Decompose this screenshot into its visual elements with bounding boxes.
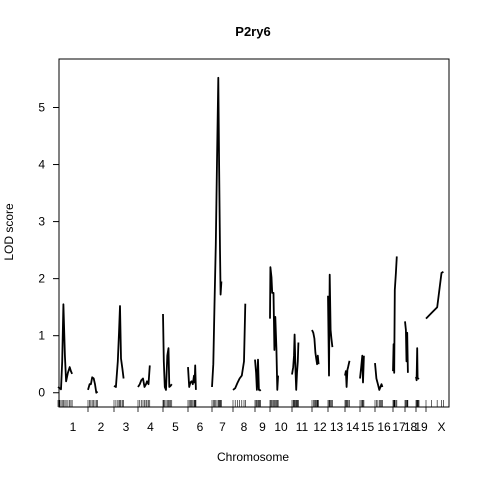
lod-line-chr-6 bbox=[187, 364, 197, 390]
y-axis: 0 1 2 3 4 5 bbox=[38, 100, 59, 400]
lod-line-chr-13 bbox=[327, 273, 334, 377]
lod-line-chr-15 bbox=[359, 354, 365, 384]
lod-line-chr-8 bbox=[232, 303, 247, 391]
x-tick-label: 1 bbox=[70, 420, 77, 434]
x-tick-label: 12 bbox=[313, 420, 327, 434]
x-tick-label: 16 bbox=[377, 420, 391, 434]
lod-line-chr-9 bbox=[254, 358, 262, 392]
lod-line-chr-5 bbox=[162, 313, 173, 391]
x-tick-label: 19 bbox=[414, 420, 428, 434]
x-tick-label: 3 bbox=[123, 420, 130, 434]
plot-border bbox=[58, 58, 450, 408]
lod-line-chr-11 bbox=[291, 333, 300, 391]
lod-line-chr-17 bbox=[392, 256, 398, 374]
lod-line-chr-19 bbox=[415, 347, 420, 382]
y-tick-label: 2 bbox=[38, 272, 45, 286]
lod-line-chr-4 bbox=[137, 365, 151, 388]
x-tick-label: 6 bbox=[197, 420, 204, 434]
chart-title: P2ry6 bbox=[235, 24, 270, 39]
plot-frame bbox=[58, 58, 450, 408]
x-tick-label: 13 bbox=[330, 420, 344, 434]
x-tick-label: 5 bbox=[172, 420, 179, 434]
lod-curves bbox=[57, 76, 444, 394]
x-tick-label: 8 bbox=[241, 420, 248, 434]
x-tick-label: 14 bbox=[346, 420, 360, 434]
lod-line-chr-7 bbox=[211, 76, 223, 388]
y-tick-label: 4 bbox=[38, 158, 45, 172]
x-tick-label: 11 bbox=[296, 420, 309, 434]
lod-line-chr-2 bbox=[87, 376, 99, 394]
lod-line-chr-18 bbox=[404, 321, 409, 373]
x-tick-label: 17 bbox=[392, 420, 406, 434]
x-tick-label: 2 bbox=[98, 420, 105, 434]
lod-line-chr-1 bbox=[57, 303, 73, 391]
lod-line-chr-10 bbox=[269, 266, 279, 391]
y-tick-label: 5 bbox=[38, 100, 45, 114]
y-tick-label: 0 bbox=[38, 386, 45, 400]
x-tick-label: X bbox=[437, 420, 445, 434]
y-tick-label: 3 bbox=[38, 215, 45, 229]
lod-line-chr-14 bbox=[344, 360, 351, 388]
x-tick-label: 18 bbox=[404, 420, 418, 434]
y-tick-label: 1 bbox=[38, 329, 45, 343]
lod-line-chr-12 bbox=[311, 329, 320, 366]
lod-line-chr-X bbox=[425, 271, 444, 320]
lod-line-chr-16 bbox=[374, 363, 384, 391]
marker-rug bbox=[57, 400, 444, 407]
x-tick-label: 15 bbox=[361, 420, 375, 434]
lod-line-chr-3 bbox=[113, 305, 125, 388]
x-axis-label: Chromosome bbox=[217, 450, 289, 464]
x-tick-label: 4 bbox=[147, 420, 154, 434]
x-tick-label: 7 bbox=[219, 420, 226, 434]
y-axis-label: LOD score bbox=[2, 203, 16, 261]
x-tick-label: 9 bbox=[259, 420, 266, 434]
x-tick-label: 10 bbox=[274, 420, 288, 434]
